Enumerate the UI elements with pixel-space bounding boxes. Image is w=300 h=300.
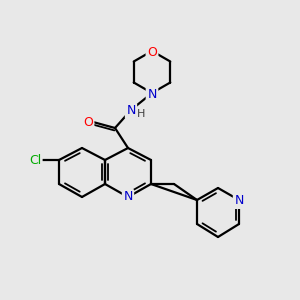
Text: O: O (147, 46, 157, 59)
Text: N: N (147, 88, 157, 100)
Text: N: N (126, 104, 136, 118)
Text: N: N (234, 194, 244, 208)
Text: N: N (147, 88, 157, 100)
Text: N: N (123, 190, 133, 203)
Text: H: H (137, 109, 145, 119)
Text: Cl: Cl (29, 154, 41, 166)
Text: O: O (83, 116, 93, 130)
